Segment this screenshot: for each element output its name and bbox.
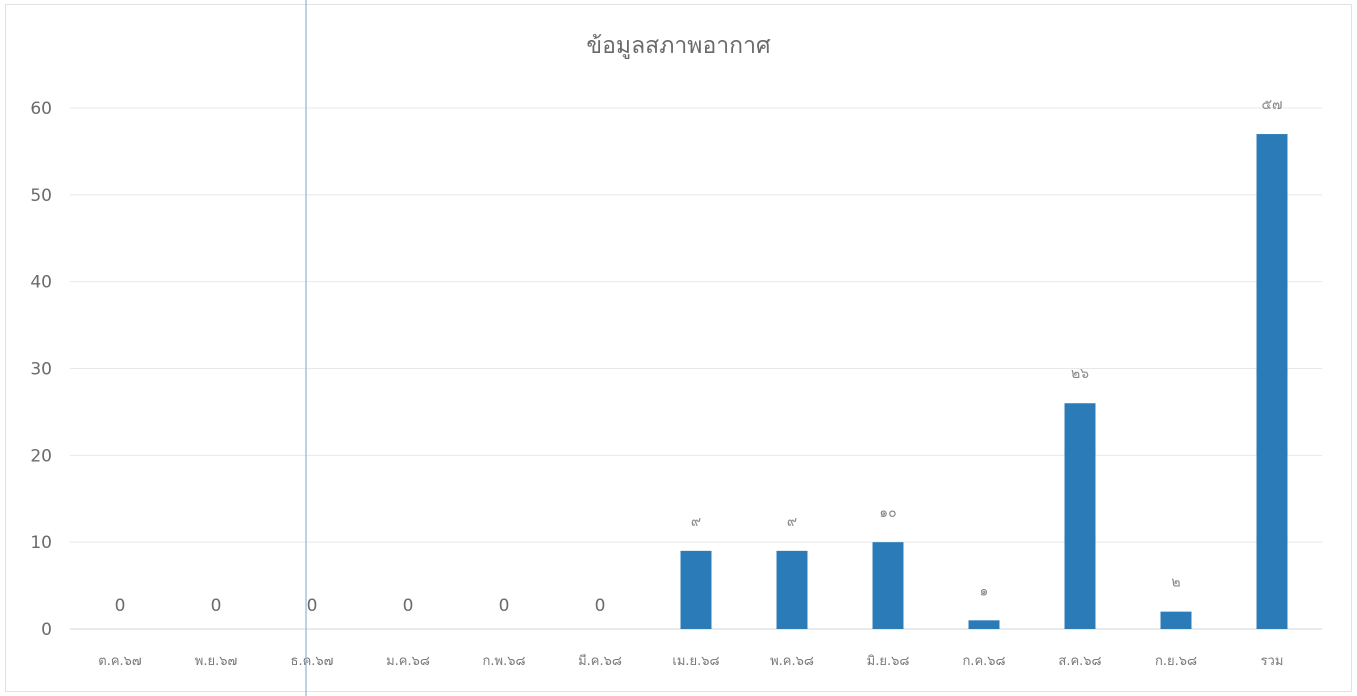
x-tick-label: ก.ย.๖๘: [1155, 654, 1197, 669]
bar: [1064, 403, 1096, 629]
x-tick-label: ก.พ.๖๘: [483, 654, 526, 669]
bars: [680, 134, 1288, 630]
data-label: ๙: [691, 514, 701, 530]
data-label: ๑: [980, 583, 989, 599]
x-tick-label: มี.ค.๖๘: [578, 653, 622, 669]
data-label: 0: [403, 596, 414, 616]
x-tick-label: ต.ค.๖๗: [98, 654, 141, 669]
y-tick-label: 30: [30, 360, 52, 380]
data-label: 0: [115, 596, 126, 616]
data-label: 0: [307, 596, 318, 616]
x-tick-label: ธ.ค.๖๗: [291, 654, 334, 669]
data-label: 0: [499, 596, 510, 616]
gridlines: [70, 107, 1322, 630]
data-label: 0: [595, 596, 606, 616]
chart-title: ข้อมูลสภาพอากาศ: [586, 33, 771, 59]
data-label: 0: [211, 596, 222, 616]
x-tick-label: รวม: [1261, 654, 1284, 669]
x-tick-label: พ.ค.๖๘: [770, 654, 814, 669]
y-tick-label: 20: [30, 446, 52, 466]
x-tick-label: เม.ย.๖๘: [672, 654, 719, 669]
bar: [776, 550, 808, 629]
bar: [680, 550, 712, 629]
data-labels: 0 0 0 0 0 0 ๙ ๙ ๑๐๑ ๒๖๒ ๕๗: [115, 97, 1283, 616]
data-label: ๕๗: [1261, 97, 1282, 113]
x-tick-label: มิ.ย.๖๘: [867, 654, 910, 669]
y-axis-ticks: 0 10 20 30 40 50 60: [30, 99, 52, 640]
y-tick-label: 0: [41, 620, 52, 640]
y-tick-label: 10: [30, 533, 52, 553]
x-tick-label: ม.ค.๖๘: [386, 654, 430, 669]
x-tick-label: พ.ย.๖๗: [195, 654, 237, 669]
y-tick-label: 40: [30, 273, 52, 293]
bar: [1256, 134, 1288, 630]
y-tick-label: 50: [30, 186, 52, 206]
data-label: ๒: [1171, 575, 1180, 591]
data-label: ๒๖: [1071, 366, 1089, 382]
data-label: ๙: [787, 514, 797, 530]
bar: [1160, 611, 1192, 629]
x-axis-ticks: ต.ค.๖๗ พ.ย.๖๗ ธ.ค.๖๗ ม.ค.๖๘ ก.พ.๖๘ มี.ค.๖๘ เม.…: [98, 653, 1283, 669]
chart-frame: [5, 4, 1352, 692]
x-tick-label: ก.ค.๖๘: [962, 654, 1005, 669]
y-tick-label: 60: [30, 99, 52, 119]
bar: [872, 542, 904, 629]
x-tick-label: ส.ค.๖๘: [1058, 654, 1101, 669]
bar: [968, 620, 1000, 629]
data-label: ๑๐: [879, 505, 896, 521]
